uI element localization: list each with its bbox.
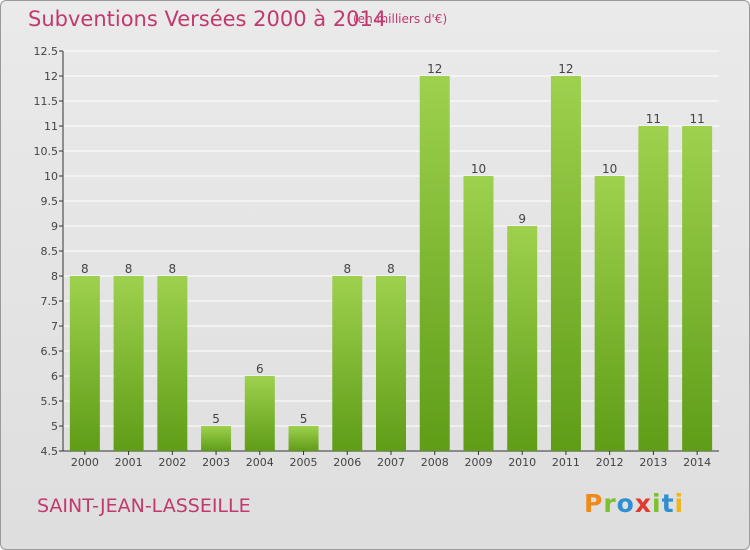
- bar-2011: [550, 76, 581, 451]
- logo-letter: P: [584, 489, 604, 518]
- x-tick-label: 2001: [115, 456, 143, 469]
- y-tick-label: 12: [44, 70, 58, 83]
- y-tick-label: 11.5: [34, 95, 59, 108]
- y-tick-label: 7.5: [41, 295, 59, 308]
- y-tick-label: 10: [44, 170, 58, 183]
- bar-value-label: 6: [256, 362, 264, 376]
- bar-value-label: 5: [300, 412, 308, 426]
- bar-2004: [244, 376, 275, 451]
- x-tick-label: 2000: [71, 456, 99, 469]
- bar-value-label: 5: [212, 412, 220, 426]
- x-tick-label: 2006: [333, 456, 361, 469]
- y-tick-label: 8.5: [41, 245, 59, 258]
- y-tick-label: 6.5: [41, 345, 59, 358]
- y-tick-label: 12.5: [34, 45, 59, 58]
- x-tick-label: 2009: [464, 456, 492, 469]
- x-tick-label: 2013: [639, 456, 667, 469]
- bar-value-label: 8: [343, 262, 351, 276]
- y-tick-label: 9.5: [41, 195, 59, 208]
- chart-unit: (en milliers d'€): [353, 12, 448, 26]
- logo-letter: i: [652, 489, 662, 518]
- proxiti-logo: Proxiti: [584, 489, 684, 518]
- bar-2003: [201, 426, 232, 451]
- bar-value-label: 8: [169, 262, 177, 276]
- logo-letter: i: [674, 489, 685, 518]
- y-tick-label: 10.5: [34, 145, 59, 158]
- logo-letter: x: [634, 489, 652, 518]
- bar-2013: [638, 126, 669, 451]
- logo-letter: r: [603, 489, 617, 518]
- bar-value-label: 9: [518, 212, 526, 226]
- bar-2012: [594, 176, 625, 451]
- y-tick-label: 5.5: [41, 395, 59, 408]
- chart-title: Subventions Versées 2000 à 2014: [28, 7, 387, 31]
- bars: [69, 76, 713, 451]
- bar-value-label: 11: [689, 112, 704, 126]
- x-tick-label: 2011: [552, 456, 580, 469]
- y-tick-label: 6: [51, 370, 58, 383]
- y-tick-label: 9: [51, 220, 58, 233]
- x-tick-label: 2003: [202, 456, 230, 469]
- x-tick-label: 2002: [158, 456, 186, 469]
- x-tick-label: 2012: [596, 456, 624, 469]
- bar-2005: [288, 426, 319, 451]
- bar-2006: [332, 276, 363, 451]
- x-tick-label: 2010: [508, 456, 536, 469]
- bar-2007: [376, 276, 406, 451]
- bar-2008: [419, 76, 450, 451]
- x-tick-label: 2007: [377, 456, 405, 469]
- bar-value-label: 10: [602, 162, 617, 176]
- y-tick-label: 4.5: [41, 445, 59, 458]
- bar-2014: [682, 126, 713, 451]
- bar-value-label: 12: [427, 62, 442, 76]
- x-tick-label: 2008: [421, 456, 449, 469]
- bar-value-label: 11: [646, 112, 661, 126]
- logo-letter: t: [661, 489, 675, 518]
- labels: 2000 8 2001 8 2002 8 2003 5 2004 6 2005 5 2006 8 2007 8…: [71, 62, 711, 469]
- bar-2001: [113, 276, 144, 451]
- bar-value-label: 8: [387, 262, 395, 276]
- x-tick-label: 2005: [290, 456, 318, 469]
- x-tick-label: 2014: [683, 456, 711, 469]
- y-tick-label: 8: [51, 270, 58, 283]
- bar-value-label: 12: [558, 62, 573, 76]
- y-tick-label: 11: [44, 120, 58, 133]
- bar-2010: [507, 226, 538, 451]
- bar-value-label: 8: [81, 262, 89, 276]
- bar-2002: [157, 276, 188, 451]
- commune-name: SAINT-JEAN-LASSEILLE: [37, 495, 251, 517]
- bar-2009: [463, 176, 494, 451]
- bar-value-label: 8: [125, 262, 133, 276]
- bar-value-label: 10: [471, 162, 486, 176]
- y-tick-label: 5: [51, 420, 58, 433]
- bar-2000: [69, 276, 100, 451]
- logo-letter: o: [616, 489, 635, 518]
- y-tick-label: 7: [51, 320, 58, 333]
- x-tick-label: 2004: [246, 456, 274, 469]
